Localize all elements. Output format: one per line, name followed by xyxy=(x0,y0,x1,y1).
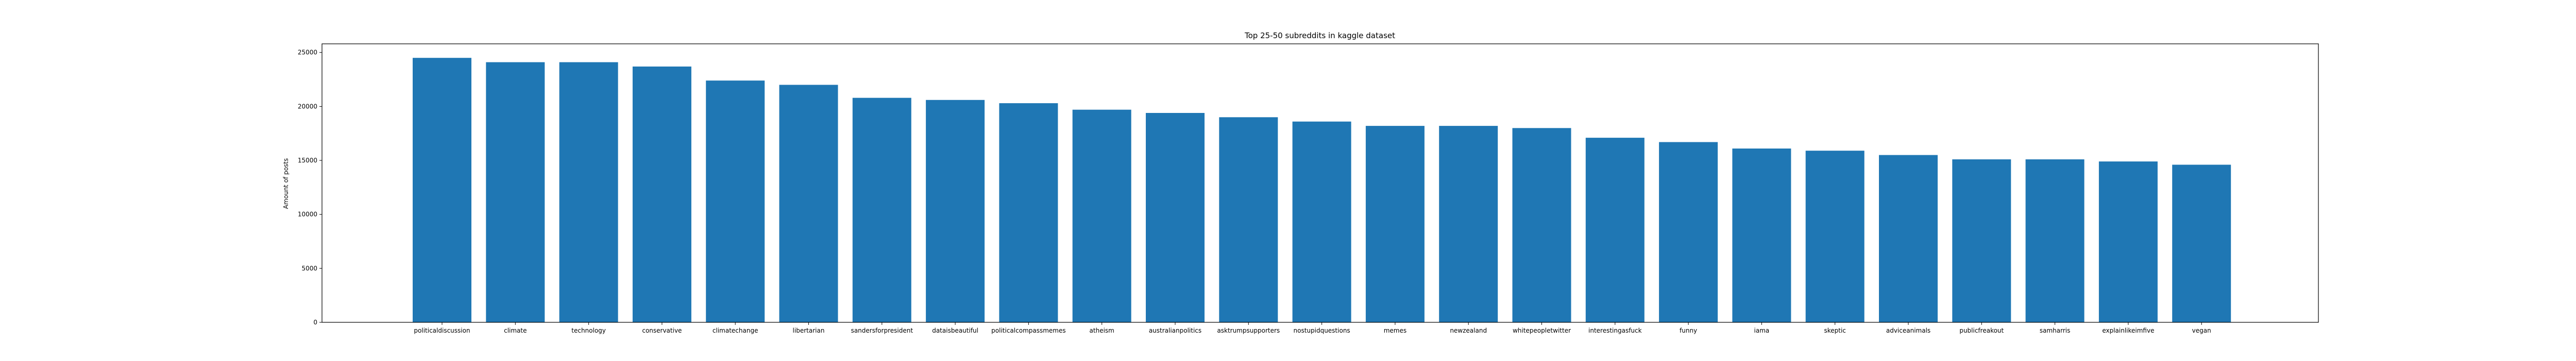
x-tick-label: climatechange xyxy=(713,327,758,334)
bar-funny xyxy=(1659,142,1718,322)
x-tick-label: climate xyxy=(504,327,527,334)
x-tick-label: atheism xyxy=(1090,327,1114,334)
x-tick-label: adviceanimals xyxy=(1886,327,1930,334)
x-tick-label: dataisbeautiful xyxy=(932,327,978,334)
bar-nostupidquestions xyxy=(1292,121,1351,322)
bar-asktrumpsupporters xyxy=(1219,117,1278,323)
chart-title: Top 25-50 subreddits in kaggle dataset xyxy=(1244,31,1395,40)
bar-technology xyxy=(559,62,618,322)
bar-vegan xyxy=(2172,165,2231,322)
x-tick-label: politicaldiscussion xyxy=(414,327,470,334)
bar-iama xyxy=(1732,149,1791,322)
x-tick-label: samharris xyxy=(2040,327,2071,334)
x-tick-label: memes xyxy=(1384,327,1406,334)
y-tick-label: 10000 xyxy=(298,211,317,218)
y-tick-label: 15000 xyxy=(298,157,317,164)
bars-group xyxy=(413,58,2231,323)
bar-interestingasfuck xyxy=(1585,138,1645,322)
x-tick-label: publicfreakout xyxy=(1959,327,2004,334)
x-tick-label: politicalcompassmemes xyxy=(991,327,1065,334)
bar-skeptic xyxy=(1805,151,1865,322)
bar-publicfreakout xyxy=(1952,159,2011,322)
bar-memes xyxy=(1365,126,1425,322)
bar-sandersforpresident xyxy=(852,97,911,322)
x-tick-label: conservative xyxy=(642,327,682,334)
bar-climatechange xyxy=(706,80,765,322)
x-tick-label: technology xyxy=(571,327,606,334)
bar-conservative xyxy=(632,67,691,322)
bar-australianpolitics xyxy=(1146,113,1205,322)
x-tick-label: iama xyxy=(1754,327,1770,334)
bar-newzealand xyxy=(1439,126,1498,322)
bar-politicaldiscussion xyxy=(413,58,471,322)
y-tick-label: 20000 xyxy=(298,103,317,110)
y-tick-label: 0 xyxy=(313,319,317,326)
bar-samharris xyxy=(2025,159,2084,322)
bar-explainlikeimfive xyxy=(2098,161,2158,322)
x-tick-label: nostupidquestions xyxy=(1294,327,1350,334)
x-axis-ticks: politicaldiscussion climate technology cons… xyxy=(414,322,2211,334)
x-tick-label: australianpolitics xyxy=(1149,327,1201,334)
y-axis-label: Amount of posts xyxy=(282,158,290,209)
y-tick-label: 25000 xyxy=(298,49,317,56)
y-axis-ticks: 0 5000 10000 15000 20000 25000 xyxy=(298,49,322,326)
x-tick-label: funny xyxy=(1680,327,1697,334)
x-tick-label: whitepeopletwitter xyxy=(1513,327,1571,334)
x-tick-label: asktrumpsupporters xyxy=(1217,327,1280,334)
y-tick-label: 5000 xyxy=(301,265,317,272)
x-tick-label: explainlikeimfive xyxy=(2102,327,2154,334)
bar-libertarian xyxy=(779,85,838,322)
bar-dataisbeautiful xyxy=(926,100,985,323)
bar-atheism xyxy=(1072,109,1131,322)
bar-adviceanimals xyxy=(1879,155,1938,322)
x-tick-label: interestingasfuck xyxy=(1588,327,1642,334)
bar-politicalcompassmemes xyxy=(999,103,1058,322)
x-tick-label: libertarian xyxy=(793,327,825,334)
x-tick-label: sandersforpresident xyxy=(851,327,913,334)
x-tick-label: skeptic xyxy=(1824,327,1845,334)
x-tick-label: vegan xyxy=(2192,327,2211,334)
bar-whitepeopletwitter xyxy=(1512,128,1571,323)
x-tick-label: newzealand xyxy=(1450,327,1487,334)
bar-climate xyxy=(486,62,545,322)
plot-area-frame xyxy=(321,43,2319,323)
